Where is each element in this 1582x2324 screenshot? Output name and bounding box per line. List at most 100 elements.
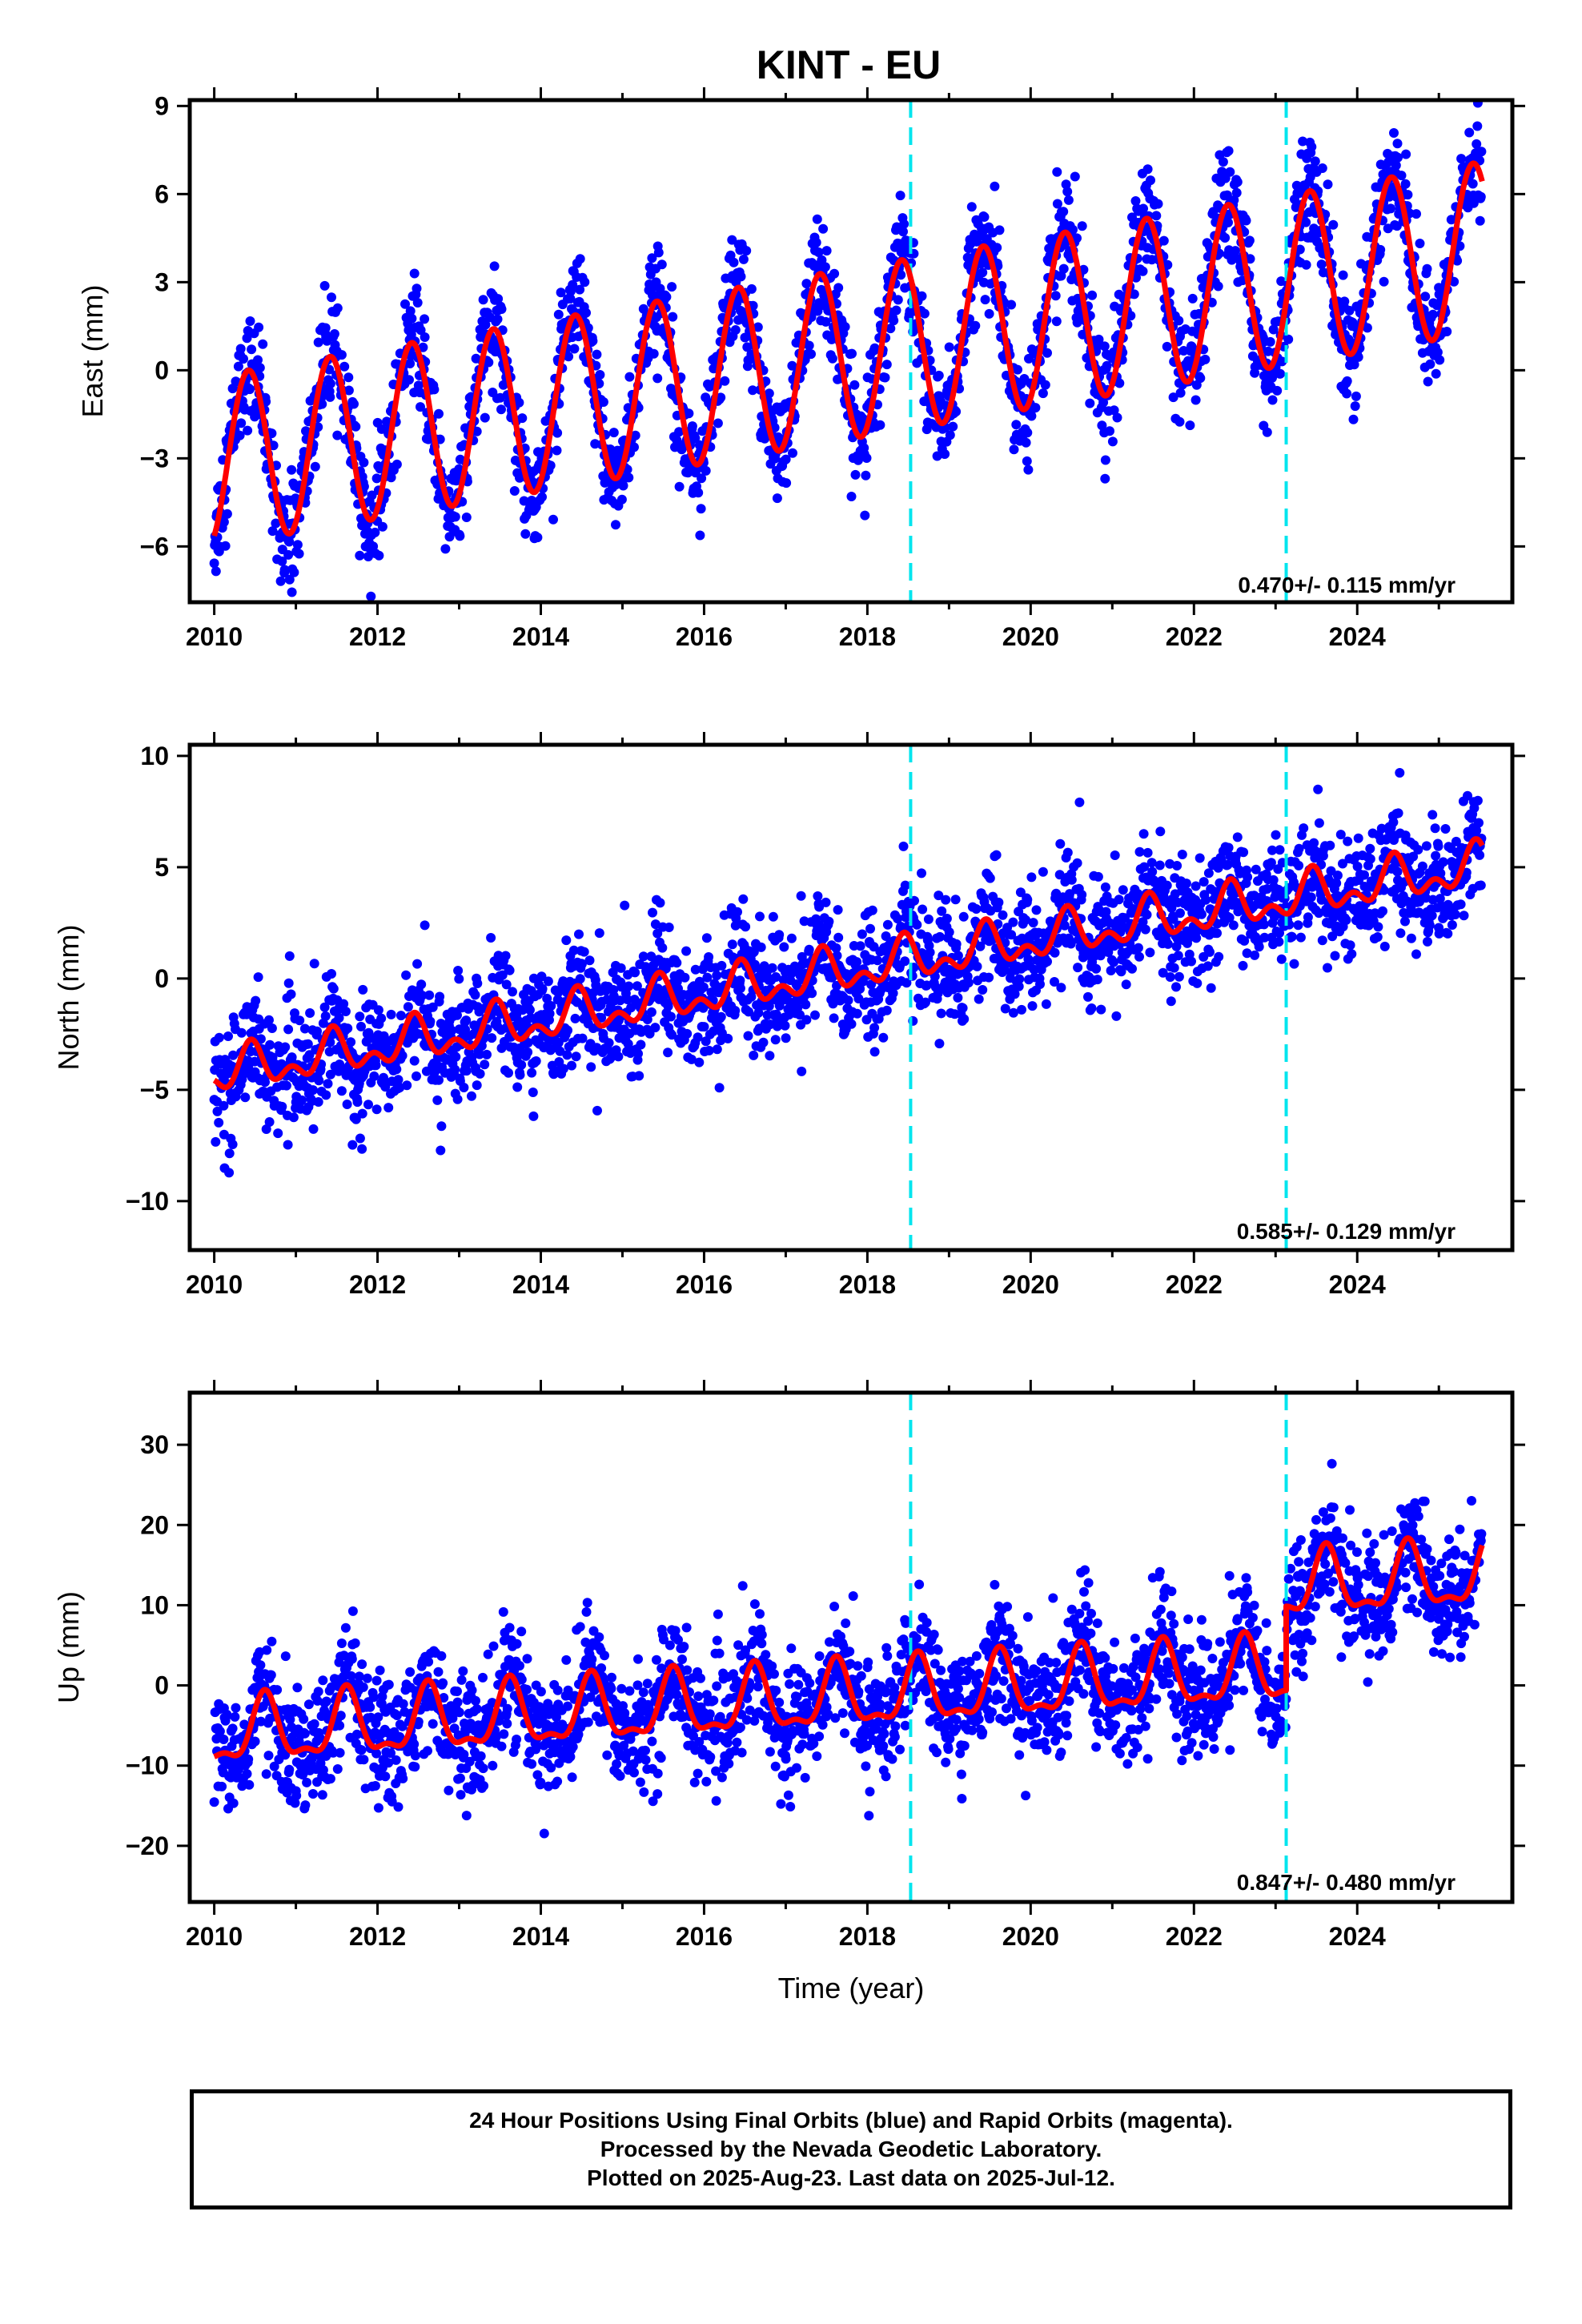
data-point <box>882 919 893 930</box>
data-point <box>667 1030 677 1040</box>
data-point <box>1169 963 1179 973</box>
data-point <box>1077 890 1087 900</box>
data-point <box>1171 982 1181 992</box>
data-point <box>236 418 247 428</box>
data-point <box>1446 215 1456 225</box>
data-point <box>1145 947 1155 958</box>
data-point <box>650 1023 661 1033</box>
data-point <box>332 303 343 313</box>
data-point <box>712 1044 722 1055</box>
data-point <box>375 1043 386 1053</box>
x-tick-label: 2014 <box>512 622 569 651</box>
data-point <box>1223 217 1233 227</box>
data-point <box>1174 971 1184 982</box>
data-point <box>900 880 910 891</box>
data-point <box>1142 164 1153 175</box>
data-point <box>504 965 515 975</box>
data-point <box>369 1071 379 1081</box>
data-point <box>317 399 327 409</box>
data-point <box>852 1008 862 1019</box>
data-point <box>517 413 528 424</box>
data-point <box>680 972 690 983</box>
data-point <box>586 1062 596 1072</box>
data-point <box>1433 841 1443 851</box>
data-point <box>1213 281 1223 292</box>
data-point <box>267 428 277 439</box>
data-point <box>570 1013 580 1023</box>
data-point <box>434 408 444 419</box>
data-point <box>1093 871 1103 882</box>
data-point <box>1392 866 1403 877</box>
data-point <box>1100 455 1110 465</box>
data-point <box>1166 996 1176 1007</box>
data-point <box>821 246 832 256</box>
data-point <box>319 280 330 291</box>
data-point <box>327 969 336 979</box>
data-point <box>900 956 910 967</box>
data-point <box>694 1057 705 1068</box>
data-point <box>717 960 727 971</box>
data-point <box>1423 376 1433 387</box>
data-point <box>749 1050 759 1060</box>
data-point <box>1072 233 1082 243</box>
data-point <box>542 993 552 1003</box>
data-point <box>810 1010 820 1020</box>
data-point <box>1203 868 1214 879</box>
data-point <box>592 1105 602 1116</box>
data-point <box>1472 139 1482 149</box>
data-point <box>1092 975 1102 985</box>
data-point <box>277 556 287 566</box>
data-point <box>1379 276 1389 287</box>
x-tick-label: 2020 <box>1002 622 1059 651</box>
data-point <box>781 478 792 489</box>
data-point <box>397 1051 408 1061</box>
data-point <box>875 420 885 430</box>
data-point <box>632 981 642 991</box>
data-point <box>469 1020 480 1031</box>
data-point <box>970 320 981 331</box>
data-point <box>543 976 553 987</box>
data-point <box>236 1027 247 1038</box>
data-point <box>1129 289 1139 300</box>
data-point <box>301 426 311 436</box>
data-point <box>1212 928 1222 939</box>
data-point <box>253 972 263 983</box>
data-point <box>351 421 361 432</box>
data-point <box>713 418 723 428</box>
data-point <box>1379 941 1390 951</box>
data-point <box>813 306 823 316</box>
data-point <box>581 308 591 318</box>
data-point <box>537 492 547 502</box>
data-point <box>672 958 682 968</box>
data-point <box>1050 291 1061 301</box>
data-point <box>1232 832 1243 842</box>
data-point <box>1449 276 1460 287</box>
data-point <box>374 550 384 561</box>
data-point <box>319 1002 330 1012</box>
data-point <box>327 292 336 303</box>
data-point <box>1114 895 1124 905</box>
data-point <box>564 352 574 362</box>
data-point <box>558 1063 568 1074</box>
data-point <box>729 257 739 267</box>
data-point <box>1342 388 1352 399</box>
data-point <box>846 1019 857 1029</box>
data-point <box>1196 909 1207 919</box>
data-point <box>657 943 668 953</box>
data-point <box>405 306 416 316</box>
data-point <box>917 904 928 915</box>
data-point <box>1301 217 1311 227</box>
data-point <box>847 348 857 359</box>
data-point <box>781 454 791 464</box>
x-tick-label: 2022 <box>1166 622 1223 651</box>
data-point <box>648 348 659 359</box>
data-point <box>1348 414 1359 424</box>
data-point <box>853 455 863 465</box>
data-point <box>646 1007 656 1017</box>
data-point <box>336 1086 347 1096</box>
data-point <box>472 979 483 988</box>
data-point <box>1214 951 1224 962</box>
data-point <box>313 337 323 348</box>
data-point <box>386 1009 396 1019</box>
data-point <box>881 1005 892 1015</box>
